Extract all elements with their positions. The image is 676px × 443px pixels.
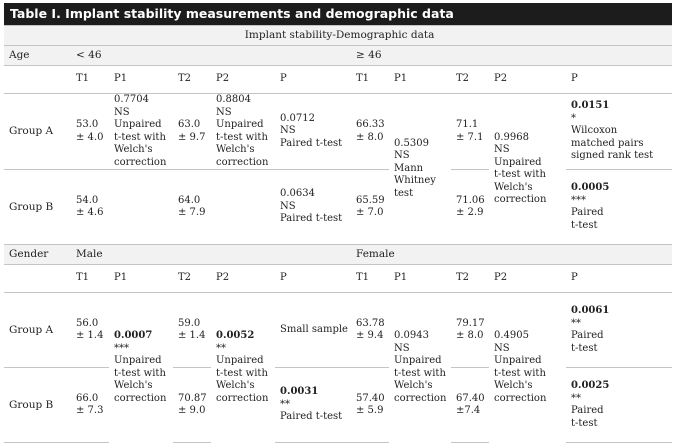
cell-p1-right-shared: 0.0943 NS Unpaired t-test with Welch's correc… — [389, 292, 451, 443]
col-header: P1 — [109, 264, 173, 293]
cell-p1: 0.7704 NS Unpaired t-test with Welch's correc… — [109, 93, 173, 170]
cell-t1: 56.0 ± 1.4 — [71, 292, 109, 368]
age-header-row: T1 P1 T2 P2 P T1 P1 T2 P2 P — [4, 65, 673, 94]
age-group-b-row: Group B 54.0 ± 4.6 64.0 ± 7.9 0.0634 NS Pair… — [4, 169, 673, 245]
cell-t2: 59.0 ± 1.4 — [173, 292, 211, 368]
age-group-a-row: Group A 53.0 ± 4.0 0.7704 NS Unpaired t-test… — [4, 93, 673, 245]
gender-header-row: T1 P1 T2 P2 P T1 P1 T2 P2 P — [4, 264, 673, 293]
cell-p2: 0.8804 NS Unpaired t-test with Welch's correc… — [211, 93, 275, 170]
group-label: Group B — [4, 169, 71, 245]
cell-t1-right: 57.40 ± 5.9 — [351, 367, 389, 443]
table-title: Table I. Implant stability measurements … — [4, 3, 672, 25]
cell-t2-right: 71.1 ± 7.1 — [451, 93, 489, 170]
cell-p1-shared: 0.0007 *** Unpaired t-test with Welch's corre… — [109, 292, 173, 443]
gender-male: Male — [71, 244, 351, 265]
col-header: T1 — [71, 264, 109, 293]
cell-t2: 70.87 ± 9.0 — [173, 367, 211, 443]
col-header: T2 — [173, 65, 211, 94]
col-header: P — [566, 65, 673, 94]
stability-table: Implant stability-Demographic data Age <… — [4, 25, 673, 443]
col-header: T1 — [351, 264, 389, 293]
col-header: P2 — [489, 65, 566, 94]
col-header: P1 — [109, 65, 173, 94]
cell-p: 0.0712 NS Paired t-test — [275, 93, 351, 170]
group-label: Group A — [4, 292, 71, 368]
col-header: T1 — [351, 65, 389, 94]
cell-p2-shared: 0.0052 ** Unpaired t-test with Welch's correc… — [211, 292, 275, 443]
col-header: T2 — [451, 65, 489, 94]
group-label: Group B — [4, 367, 71, 443]
cell-t2-right: 79.17 ± 8.0 — [451, 292, 489, 368]
cell-t2-right: 71.06 ± 2.9 — [451, 169, 489, 245]
cell-t1-right: 65.59 ± 7.0 — [351, 169, 389, 245]
group-label: Group A — [4, 93, 71, 170]
cell-p-right: 0.0151 * Wilcoxon matched pairs signed rank … — [566, 93, 673, 170]
col-header: P2 — [211, 264, 275, 293]
col-header: P2 — [489, 264, 566, 293]
cell-p: Small sample — [275, 292, 351, 368]
cell-t1: 66.0 ± 7.3 — [71, 367, 109, 443]
cell-p2-right-shared: 0.4905 NS Unpaired t-test with Welch's correc… — [489, 292, 566, 443]
col-header: P2 — [211, 65, 275, 94]
cell-t2-right: 67.40 ±7.4 — [451, 367, 489, 443]
cell-p1-right-shared: 0.5309 NS Mann Whitney test — [389, 93, 451, 245]
cell-p-right: 0.0005 *** Paired t-test — [566, 169, 673, 245]
cell-p2-right: 0.9968 NS Unpaired t-test with Welch's correc… — [489, 93, 566, 245]
age-section-row: Age < 46 ≥ 46 — [4, 45, 673, 66]
cell-p: 0.0031 ** Paired t-test — [275, 367, 351, 443]
gender-female: Female — [351, 244, 673, 265]
gender-group-a-row: Group A 56.0 ± 1.4 0.0007 *** Unpaired t-tes… — [4, 292, 673, 443]
cell-p-right: 0.0061 ** Paired t-test — [566, 292, 673, 368]
col-header: P — [275, 65, 351, 94]
gender-section-row: Gender Male Female — [4, 244, 673, 265]
col-header: P1 — [389, 264, 451, 293]
col-header: P1 — [389, 65, 451, 94]
subtitle-row: Implant stability-Demographic data — [4, 25, 673, 46]
gender-label: Gender — [4, 244, 71, 265]
page: Table I. Implant stability measurements … — [4, 3, 673, 443]
col-header: P — [275, 264, 351, 293]
gender-group-b-row: Group B 66.0 ± 7.3 70.87 ± 9.0 0.0031 ** Pai… — [4, 367, 673, 443]
cell-p-right: 0.0025 ** Paired t-test — [566, 367, 673, 443]
cell-t1-right: 63.78 ± 9.4 — [351, 292, 389, 368]
age-under-46: < 46 — [71, 45, 351, 66]
cell-t2: 64.0 ± 7.9 — [173, 169, 211, 245]
col-header: T1 — [71, 65, 109, 94]
age-label: Age — [4, 45, 71, 66]
col-header: P — [566, 264, 673, 293]
age-46-plus: ≥ 46 — [351, 45, 673, 66]
cell-t2: 63.0 ± 9.7 — [173, 93, 211, 170]
col-header: T2 — [173, 264, 211, 293]
col-header: T2 — [451, 264, 489, 293]
cell-p: 0.0634 NS Paired t-test — [275, 169, 351, 245]
cell-t1-right: 66.33 ± 8.0 — [351, 93, 389, 170]
cell-t1: 54.0 ± 4.6 — [71, 169, 109, 245]
table-subtitle: Implant stability-Demographic data — [4, 25, 673, 46]
cell-t1: 53.0 ± 4.0 — [71, 93, 109, 170]
